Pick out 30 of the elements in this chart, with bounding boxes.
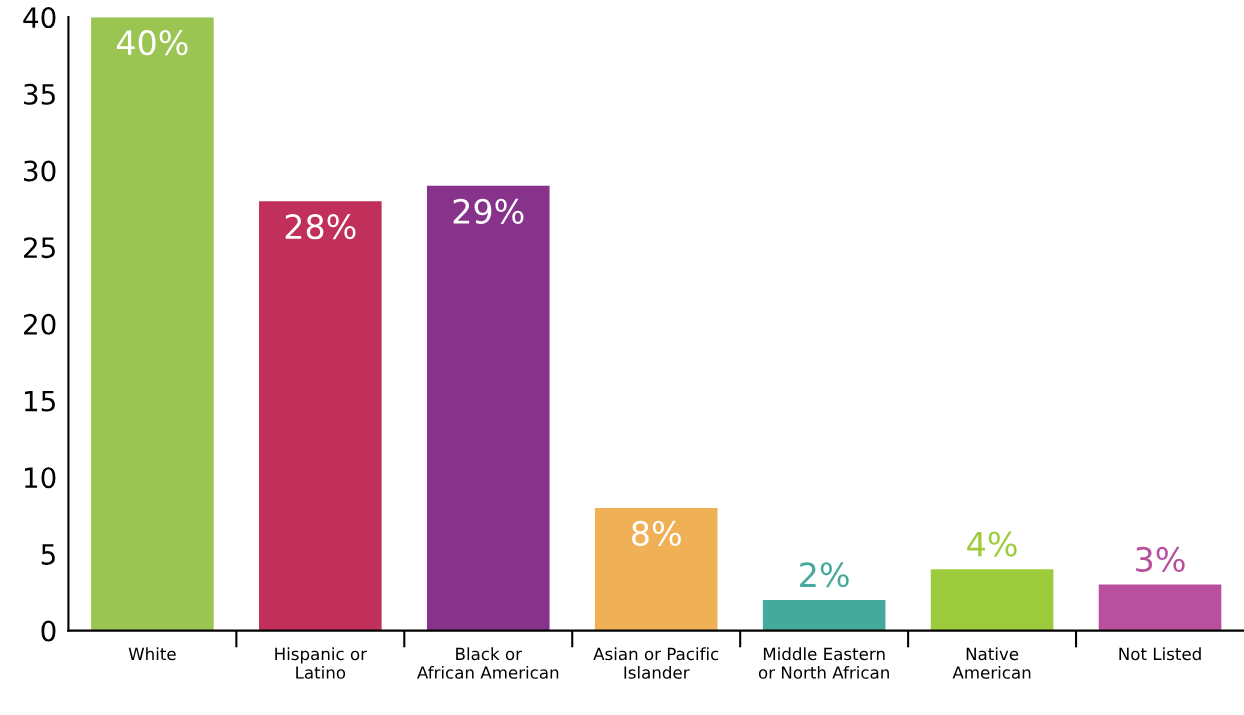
data-label: 8% [632,520,681,547]
y-tick-label: 0 [41,620,56,642]
x-tick-label: Middle Eastern or North African [758,647,889,679]
bar [930,569,1054,631]
bar [762,599,886,631]
y-tick-label: 30 [24,160,56,182]
bar [594,507,718,631]
data-label: 40% [116,30,188,56]
bar [1098,584,1222,631]
data-label: 4% [967,531,1017,557]
x-tick-label: Not Listed [1119,647,1201,661]
bar [91,17,214,631]
y-tick-label: 15 [25,390,55,412]
y-tick-label: 40 [23,7,56,29]
data-label: 29% [453,198,524,224]
bar [426,185,550,631]
data-label: 2% [800,562,849,588]
y-tick-label: 25 [24,237,55,259]
y-tick-label: 5 [41,544,55,565]
y-tick-label: 35 [24,83,55,105]
bar [259,201,382,631]
y-tick-label: 20 [24,313,56,335]
data-label: 3% [1136,546,1185,573]
x-tick-label: Asian or Pacific Islander [593,647,719,679]
data-label: 28% [285,214,356,240]
x-tick-label: Hispanic or Latino [275,647,367,679]
y-tick-label: 10 [25,467,56,489]
x-tick-label: Native American [952,647,1031,679]
x-tick-label: White [128,647,176,661]
x-tick-label: Black or African American [417,647,559,679]
